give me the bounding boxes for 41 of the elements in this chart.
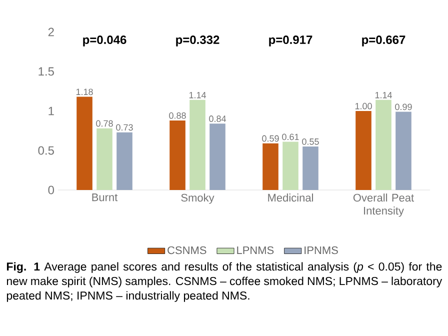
bar: [396, 112, 412, 190]
bar: [190, 100, 206, 190]
bar: [282, 142, 298, 190]
x-tick-label: Burnt: [92, 194, 118, 202]
data-label: 0.61: [282, 134, 299, 140]
bar: [170, 120, 186, 190]
legend-label: CSNMS: [168, 246, 206, 254]
y-tick-label: 2: [48, 28, 54, 36]
data-label: 0.78: [96, 120, 113, 127]
annotation: p=0.046: [83, 36, 126, 46]
data-label: 0.84: [209, 116, 226, 122]
bar: [76, 96, 92, 190]
bar: [302, 146, 318, 190]
legend-label: LPNMS: [237, 246, 274, 254]
data-label: 1.14: [375, 92, 392, 98]
bar: [96, 128, 112, 190]
data-label: 1.00: [355, 102, 372, 110]
annotation: p=0.332: [176, 36, 220, 46]
y-tick-label: 1.5: [38, 67, 54, 76]
bar: [356, 110, 372, 190]
x-tick-label: Smoky: [181, 194, 214, 204]
data-label: 0.99: [395, 104, 412, 110]
annotation: p=0.917: [269, 36, 312, 46]
y-tick-label: 0.5: [38, 146, 54, 155]
bar: [262, 143, 278, 190]
data-label: 0.55: [302, 138, 319, 145]
data-label: 1.18: [76, 88, 93, 96]
x-tick-label: Overall Peat Intensity: [353, 194, 414, 217]
text: Fig. 1 Average panel scores and results of the statistical analysis (p < 0.05) for the new make spirit (NMS) samples. CSNMS – coffee smoked NMS; LPNMS – laboratory peated NMS; IPNMS – industrially peated NMS.: [6, 262, 442, 302]
data-label: 0.59: [262, 135, 279, 142]
data-label: 1.14: [189, 92, 206, 98]
bar: [210, 124, 226, 190]
y-tick-label: 0: [48, 186, 54, 194]
x-tick-label: Medicinal: [268, 194, 313, 202]
bar: [376, 100, 392, 190]
legend-label: IPNMS: [304, 246, 338, 254]
bar: [116, 132, 132, 190]
data-label: 0.88: [169, 112, 186, 119]
y-tick-label: 1: [48, 106, 54, 116]
annotation: p=0.667: [362, 36, 406, 46]
data-label: 0.73: [116, 124, 133, 131]
